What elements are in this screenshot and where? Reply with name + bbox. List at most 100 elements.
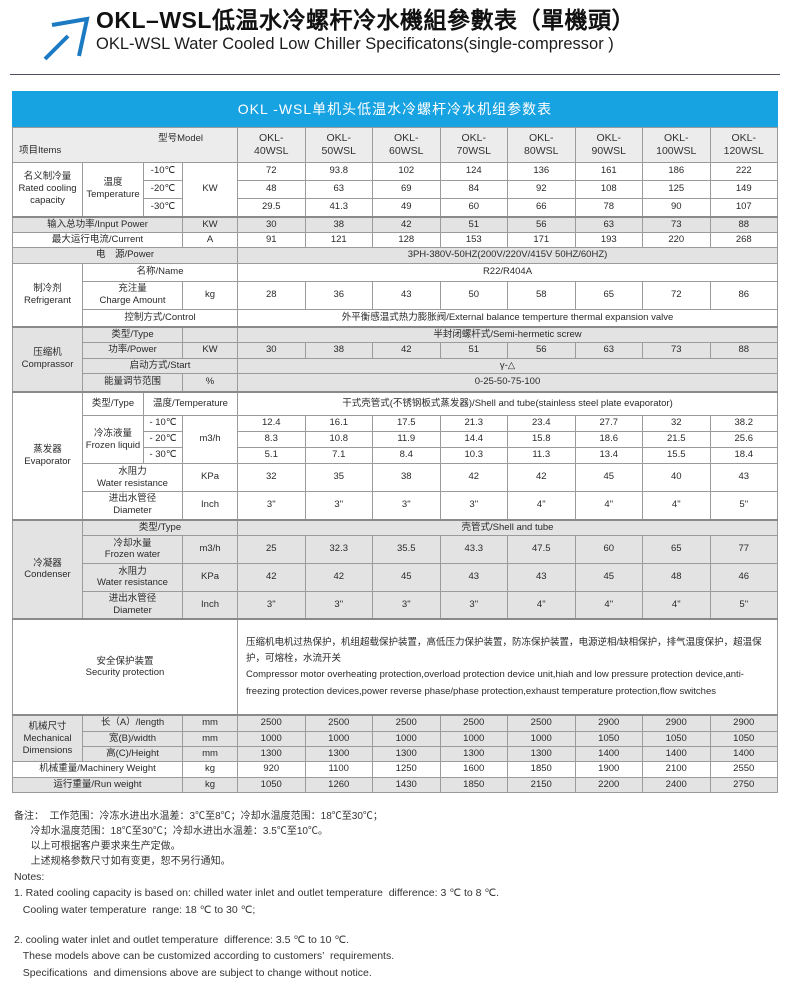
value-cell: 73 — [642, 215, 711, 233]
control-row: 控制方式/Control 外平衡感温式热力膨胀阀/External balanc… — [13, 308, 778, 328]
note-line: 上述规格参数尺寸如有变更，恕不另行通知。 — [14, 856, 231, 868]
merged-value: 壳管式/Shell and tube — [237, 518, 778, 536]
value-cell: 92 — [507, 180, 576, 199]
security-description: 压缩机电机过热保护，机组超载保护装置，高低压力保护装置，防冻保护装置，电源逆相/… — [237, 618, 778, 716]
value-cell: 102 — [372, 162, 441, 181]
security-row: 安全保护装置 Security protection 压缩机电机过热保护，机组超载… — [12, 618, 778, 716]
value-cell: 90 — [642, 198, 711, 217]
temp-cell: - 10℃ — [143, 415, 183, 433]
value-cell: 4" — [507, 590, 576, 620]
page-title: OKL–WSL低温水冷螺杆冷水機組參數表（單機頭） — [96, 7, 635, 33]
value-cell: 43 — [372, 280, 441, 310]
value-cell: 56 — [507, 342, 576, 359]
value-cell: 2900 — [574, 714, 643, 732]
merged-value: 3PH-380V-50HZ(200V/220V/415V 50HZ/60HZ) — [237, 247, 778, 264]
unit-cell: KW — [182, 215, 238, 233]
value-cell: 1300 — [372, 746, 441, 763]
value-cell: 4" — [574, 590, 643, 620]
row-label: 充注量 Charge Amount — [82, 280, 183, 310]
merged-value: 外平衡感温式热力膨胀阀/External balance temperture … — [237, 308, 778, 328]
value-cell: 107 — [709, 198, 778, 217]
cond-resistance-row: 水阻力 Water resistance KPa 42 42 45 43 43 45 48 46 — [13, 562, 778, 592]
value-cell: 10.3 — [439, 447, 508, 465]
value-cell: 73 — [642, 342, 711, 359]
model-cell: OKL- 40WSL — [237, 127, 306, 163]
value-cell: 11.9 — [372, 431, 441, 449]
value-cell: 1430 — [372, 776, 441, 794]
unit-cell: mm — [182, 714, 238, 732]
value-cell: 65 — [642, 534, 711, 564]
value-cell: 171 — [507, 231, 576, 249]
value-cell: 128 — [372, 231, 441, 249]
value-cell: 25 — [237, 534, 306, 564]
value-cell: 2400 — [642, 776, 711, 794]
note-line: Specifications and dimensions above are … — [14, 966, 372, 979]
value-cell: 47.5 — [507, 534, 576, 564]
value-cell: 3" — [372, 590, 441, 620]
power-supply-row: 电 源/Power 3PH-380V-50HZ(200V/220V/415V 5… — [12, 247, 778, 264]
value-cell: 18.6 — [574, 431, 643, 449]
value-cell: 1050 — [574, 730, 643, 748]
value-cell: 1400 — [709, 746, 778, 763]
value-cell: 25.6 — [709, 431, 778, 449]
value-cell: 69 — [372, 180, 441, 199]
value-cell: 1600 — [439, 761, 508, 778]
value-cell: 88 — [709, 215, 778, 233]
charge-amount-row: 充注量 Charge Amount kg 28 36 43 50 58 65 72 86 — [13, 280, 778, 310]
section-label-condenser: 冷凝器 Condenser — [12, 518, 83, 620]
value-cell: 1000 — [372, 730, 441, 748]
value-cell: 42 — [372, 215, 441, 233]
value-cell: 40 — [642, 463, 711, 493]
value-cell: 1300 — [304, 746, 373, 763]
value-cell: 84 — [439, 180, 508, 199]
items-label: 项目Items — [19, 144, 62, 156]
compressor-power-row: 功率/Power KW 30 38 42 51 56 63 73 88 — [13, 342, 778, 359]
page-header: OKL–WSL低温水冷螺杆冷水機組參數表（單機頭） OKL-WSL Water … — [0, 0, 790, 70]
value-cell: 1300 — [237, 746, 306, 763]
value-cell: 1050 — [709, 730, 778, 748]
run-weight-row: 运行重量/Run weight kg 1050 1260 1430 1850 2150 2… — [12, 776, 778, 794]
value-cell: 30 — [237, 215, 306, 233]
value-cell: 2500 — [304, 714, 373, 732]
value-cell: 7.1 — [304, 447, 373, 465]
value-cell: 186 — [642, 162, 711, 181]
current-row: 最大运行电流/Current A 91 121 128 153 171 193 220 268 — [12, 231, 778, 249]
unit-cell: m3/h — [182, 534, 238, 564]
row-label: 最大运行电流/Current — [12, 231, 183, 249]
value-cell: 5.1 — [237, 447, 306, 465]
value-cell: 38 — [304, 342, 373, 359]
value-cell: 60 — [439, 198, 508, 217]
dim-width-row: 宽(B)/width mm 1000 1000 1000 1000 1000 1050 10… — [13, 730, 778, 748]
row-label: 运行重量/Run weight — [12, 776, 183, 794]
value-cell: 11.3 — [507, 447, 576, 465]
value-cell: 63 — [574, 215, 643, 233]
note-line — [14, 918, 790, 932]
merged-value: γ-△ — [237, 357, 778, 375]
notes-english: Notes: 1. Rated cooling capacity is based… — [14, 869, 790, 981]
value-cell: 45 — [574, 463, 643, 493]
spec-table: 项目Items 型号Model OKL- 40WSL OKL- 50WSL OKL-… — [12, 127, 778, 794]
row-label: 名称/Name — [82, 262, 238, 282]
value-cell: 58 — [507, 280, 576, 310]
model-cell: OKL- 70WSL — [439, 127, 508, 163]
cond-diameter-row: 进出水管径 Diameter Inch 3" 3" 3" 3" 4" 4" 4" 5" — [13, 590, 778, 620]
value-cell: 49 — [372, 198, 441, 217]
value-cell: 27.7 — [574, 415, 643, 433]
value-cell: 1260 — [304, 776, 373, 794]
row-label: 高(C)/Height — [82, 746, 183, 763]
value-cell: 42 — [372, 342, 441, 359]
temp-cell: - 30℃ — [143, 447, 183, 465]
row-label: 电 源/Power — [12, 247, 238, 264]
value-cell: 16.1 — [304, 415, 373, 433]
merged-value: 干式壳管式(不锈钢板式蒸发器)/Shell and tube(stainless… — [237, 390, 778, 417]
value-cell: 5" — [709, 590, 778, 620]
value-cell: 1000 — [439, 730, 508, 748]
value-cell: 1850 — [507, 761, 576, 778]
unit-cell: A — [182, 231, 238, 249]
value-cell: 30 — [237, 342, 306, 359]
value-cell: 3" — [372, 491, 441, 521]
value-cell: 17.5 — [372, 415, 441, 433]
model-cell: OKL- 80WSL — [507, 127, 576, 163]
row-label: 进出水管径 Diameter — [82, 590, 183, 620]
value-cell: 2500 — [237, 714, 306, 732]
